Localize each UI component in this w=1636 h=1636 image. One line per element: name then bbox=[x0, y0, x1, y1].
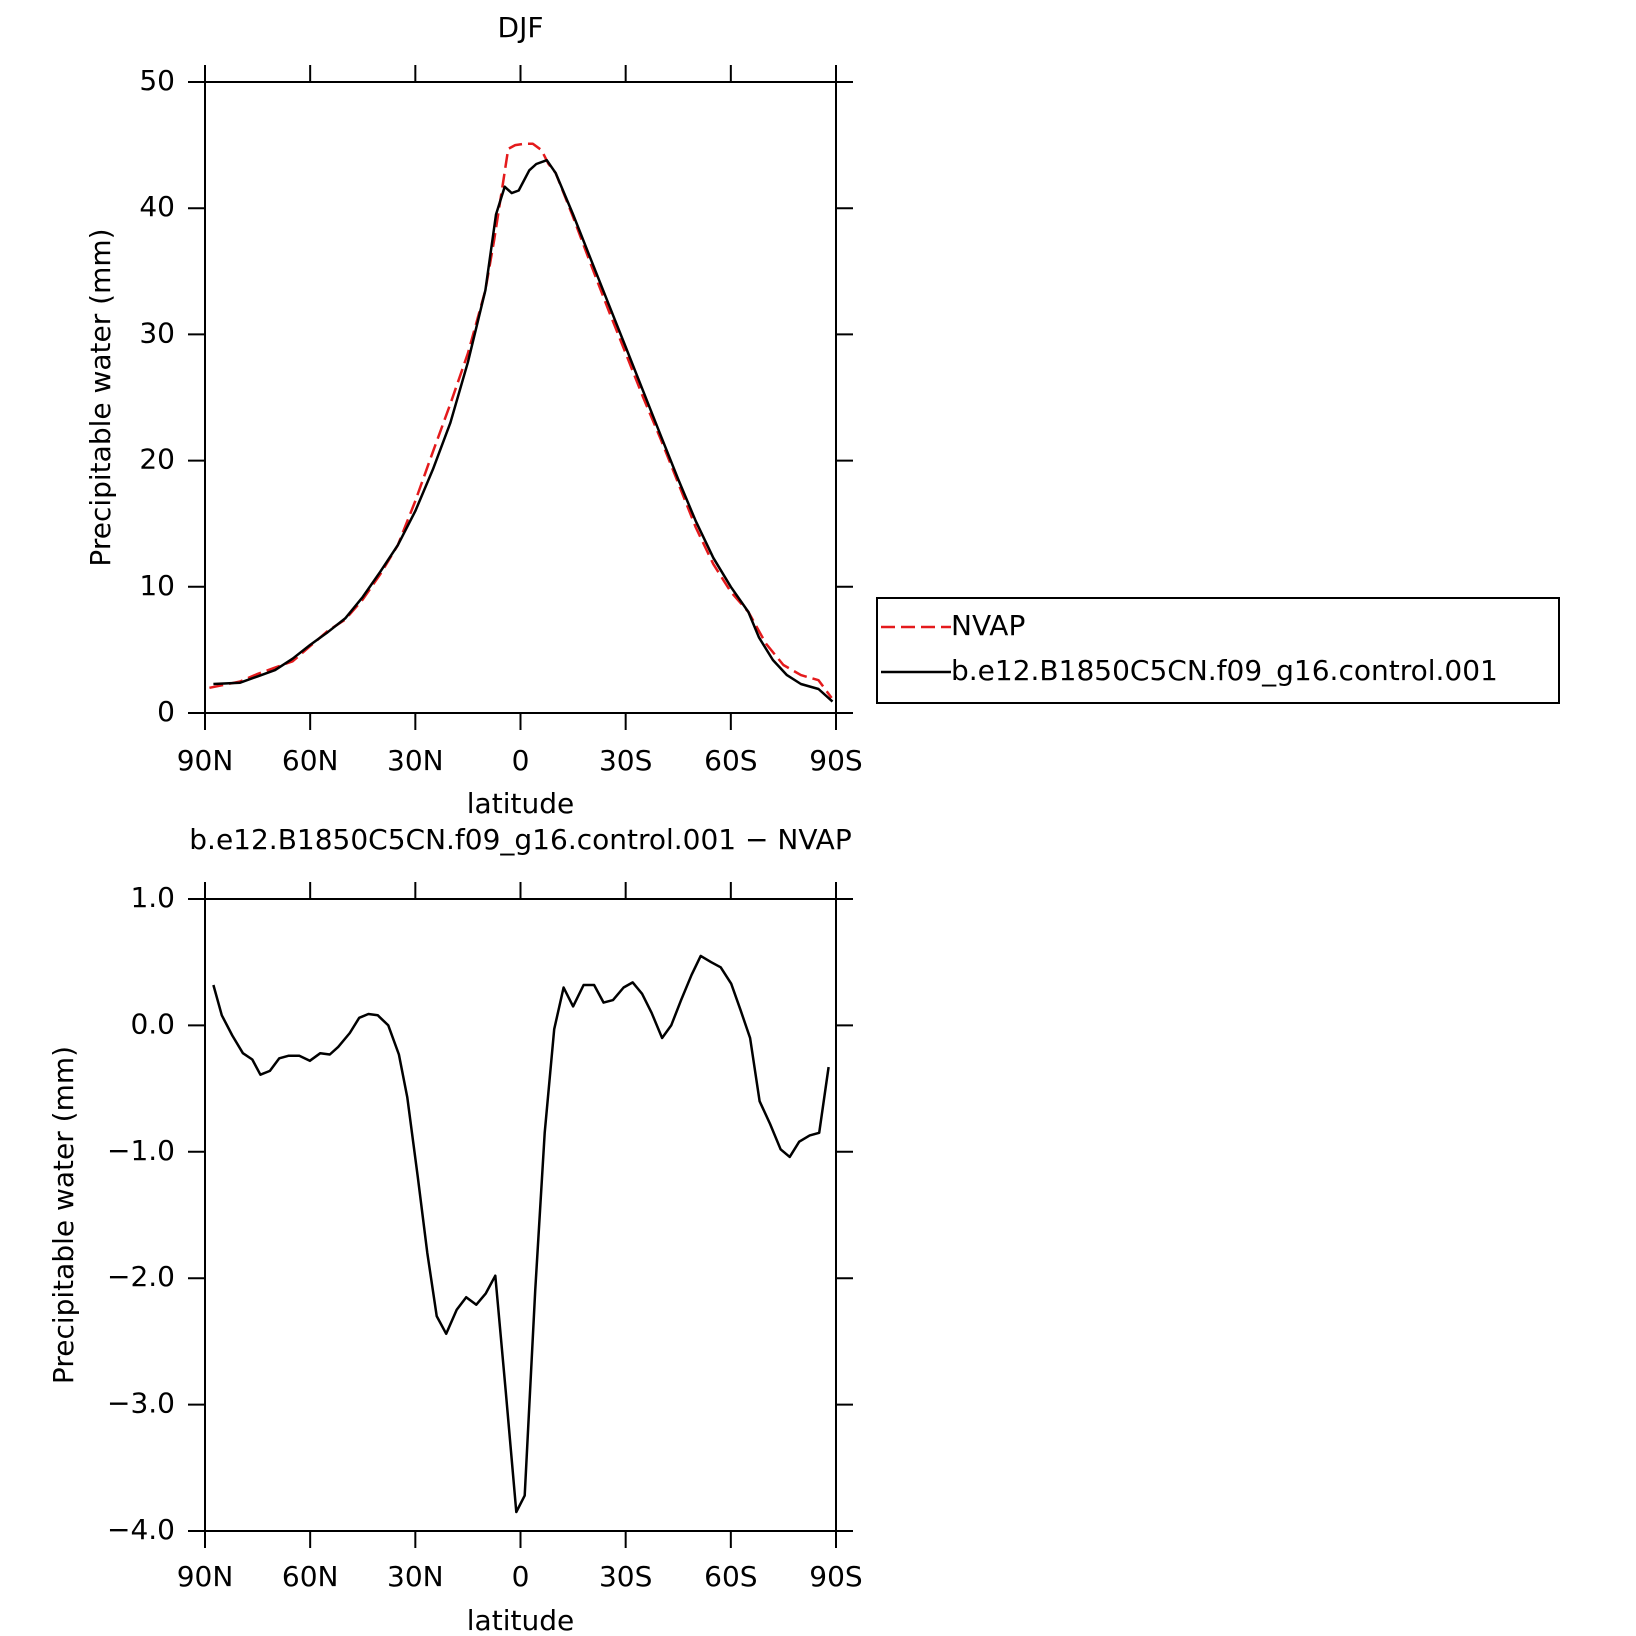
x-tick-label: 0 bbox=[512, 744, 530, 777]
legend-box bbox=[876, 597, 1560, 704]
y-tick-label: 20 bbox=[139, 443, 175, 476]
y-tick-label: 0 bbox=[157, 695, 175, 728]
x-tick-label: 60S bbox=[704, 744, 757, 777]
y-tick-label: 30 bbox=[139, 316, 175, 349]
x-tick-label: 0 bbox=[512, 1560, 530, 1593]
y-tick-label: −2.0 bbox=[107, 1260, 175, 1293]
x-tick-label: 30N bbox=[387, 744, 444, 777]
data-line bbox=[209, 142, 833, 699]
y-axis-label: Precipitable water (mm) bbox=[84, 228, 117, 566]
y-axis-label: Precipitable water (mm) bbox=[47, 1046, 80, 1384]
x-axis-label: latitude bbox=[467, 1604, 574, 1636]
plot-frame bbox=[204, 898, 837, 1532]
x-tick-label: 90S bbox=[809, 744, 862, 777]
y-tick-label: −4.0 bbox=[107, 1513, 175, 1546]
chart-title: b.e12.B1850C5CN.f09_g16.control.001 − NV… bbox=[189, 823, 851, 856]
data-line bbox=[213, 158, 834, 703]
y-tick-label: 40 bbox=[139, 190, 175, 223]
plot-frame bbox=[204, 81, 837, 714]
x-tick-label: 30S bbox=[599, 1560, 652, 1593]
x-tick-label: 90S bbox=[809, 1560, 862, 1593]
y-tick-label: −3.0 bbox=[107, 1387, 175, 1420]
x-tick-label: 30N bbox=[387, 1560, 444, 1593]
data-line bbox=[212, 954, 830, 1514]
y-tick-label: 0.0 bbox=[130, 1007, 175, 1040]
x-tick-label: 60N bbox=[282, 744, 339, 777]
x-tick-label: 60N bbox=[282, 1560, 339, 1593]
x-axis-label: latitude bbox=[467, 787, 574, 820]
x-tick-label: 60S bbox=[704, 1560, 757, 1593]
legend-label: NVAP bbox=[951, 609, 1025, 642]
y-tick-label: 1.0 bbox=[130, 881, 175, 914]
y-tick-label: 50 bbox=[139, 64, 175, 97]
y-tick-label: 10 bbox=[139, 569, 175, 602]
x-tick-label: 90N bbox=[177, 1560, 234, 1593]
y-tick-label: −1.0 bbox=[107, 1134, 175, 1167]
legend-label: b.e12.B1850C5CN.f09_g16.control.001 bbox=[951, 654, 1498, 687]
x-tick-label: 90N bbox=[177, 744, 234, 777]
chart-title: DJF bbox=[498, 11, 544, 44]
x-tick-label: 30S bbox=[599, 744, 652, 777]
